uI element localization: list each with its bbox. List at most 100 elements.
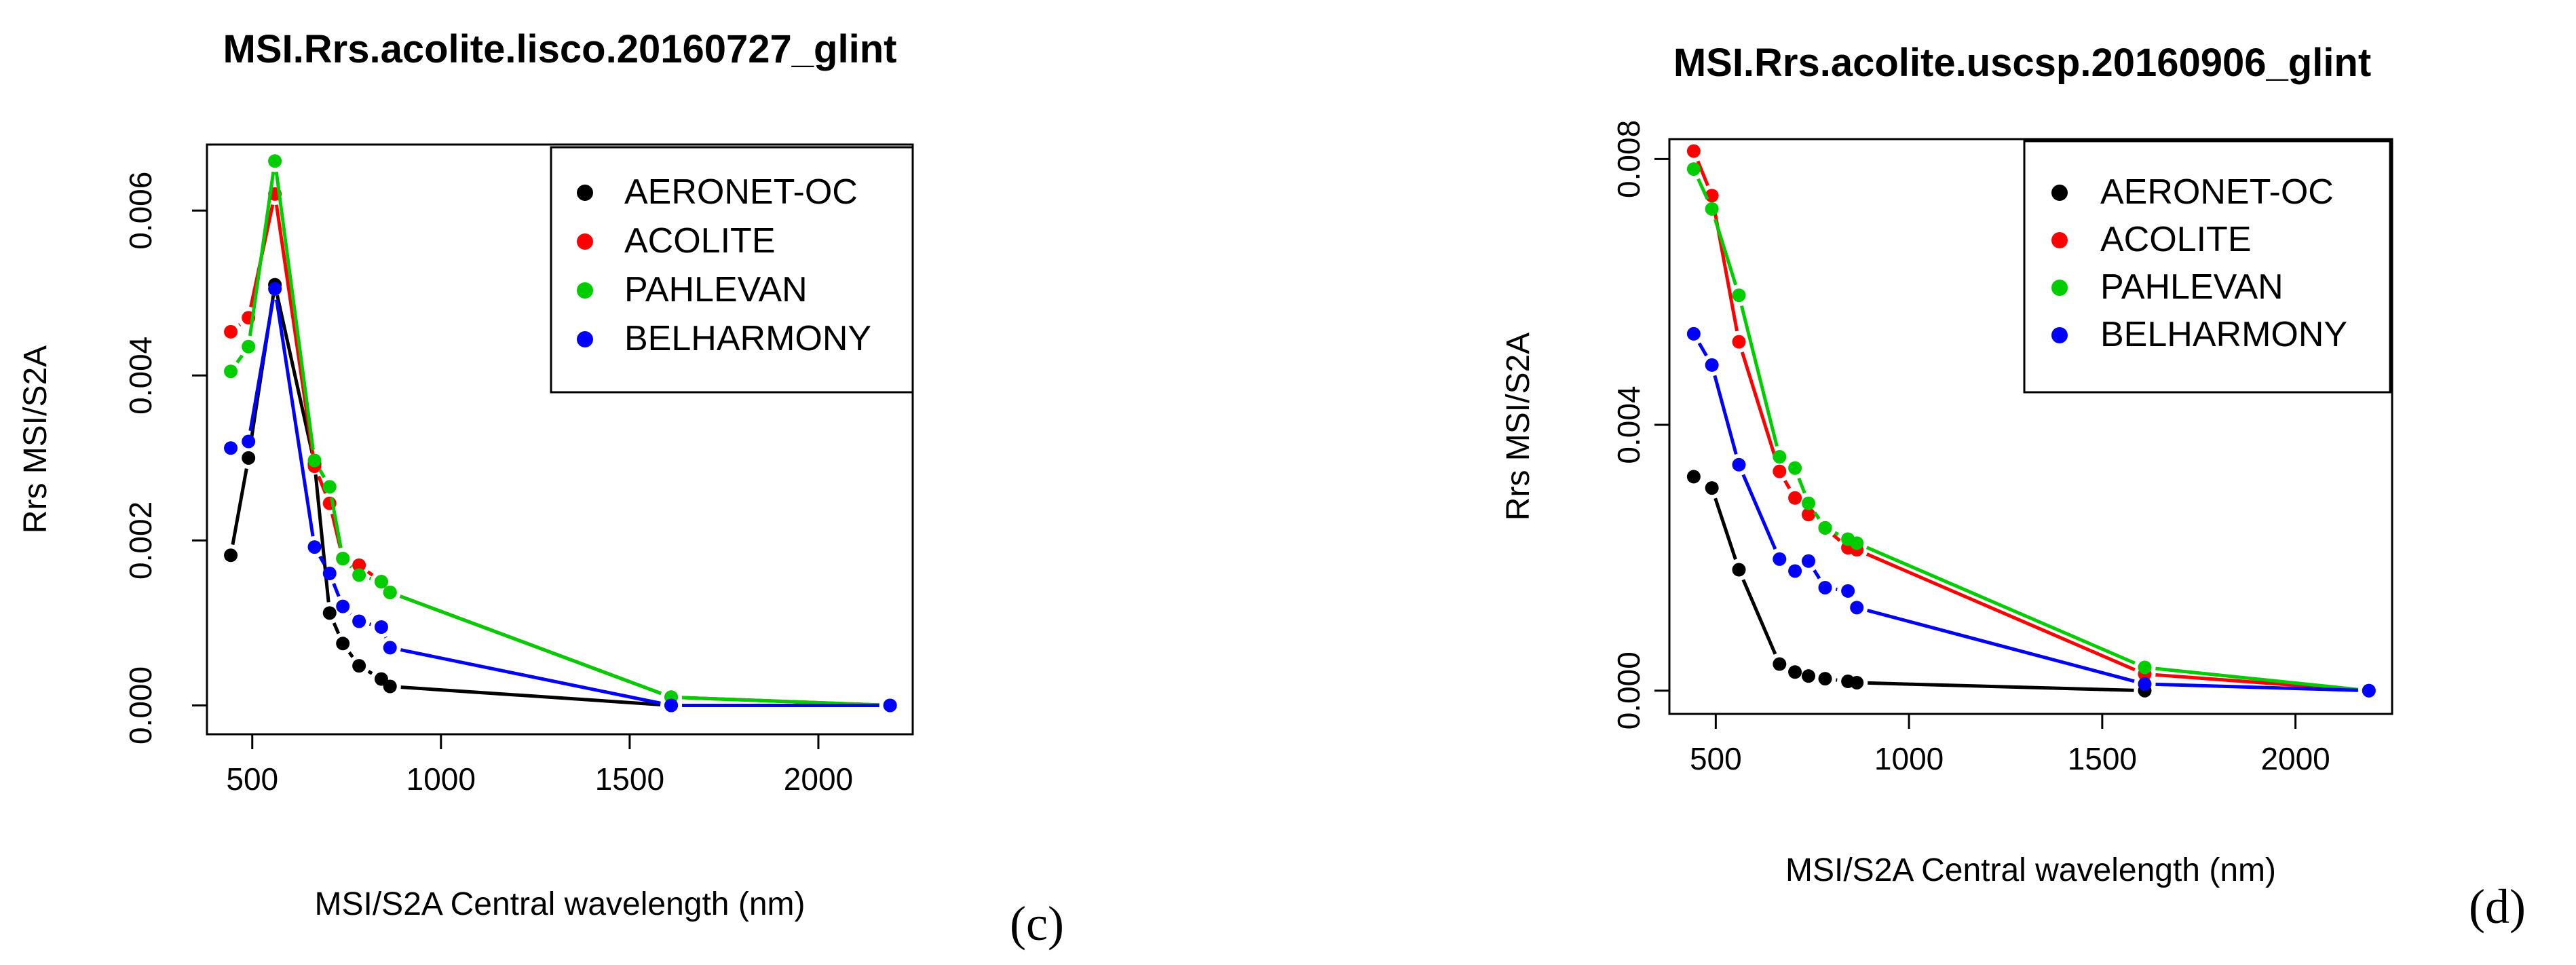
y-tick-label: 0.002	[123, 502, 158, 580]
data-point	[1788, 564, 1802, 578]
data-point	[322, 606, 337, 620]
legend-entry: PAHLEVAN	[624, 270, 808, 309]
legend-entry: BELHARMONY	[2100, 315, 2347, 354]
data-point	[352, 659, 366, 673]
chart-title: MSI.Rrs.acolite.lisco.20160727_glint	[223, 27, 897, 71]
data-point	[2362, 683, 2376, 698]
series-belharmony	[224, 282, 897, 713]
data-point	[242, 451, 256, 465]
legend-marker	[577, 233, 593, 250]
series-line-segment	[1868, 681, 2134, 692]
series-line-segment	[1740, 352, 1778, 462]
y-tick-label: 0.000	[1611, 651, 1646, 730]
series-line-segment	[1832, 533, 1841, 542]
data-point	[1732, 335, 1746, 349]
data-point	[383, 641, 397, 655]
series-line-segment	[399, 594, 662, 696]
series-line-segment	[318, 469, 326, 478]
x-tick-label: 1000	[1874, 741, 1944, 776]
legend-entry: AERONET-OC	[624, 172, 858, 212]
series-line-segment	[1741, 579, 1777, 655]
series-line-segment	[332, 582, 341, 597]
series-line-segment	[367, 670, 373, 675]
y-tick-label: 0.004	[1611, 385, 1646, 463]
series-aeronet-oc	[1686, 470, 2152, 698]
data-point	[383, 679, 397, 694]
plot-frame	[206, 143, 914, 736]
legend-marker	[577, 331, 593, 347]
series-line-segment	[1697, 178, 1709, 200]
data-point	[1788, 665, 1802, 679]
series-line-segment	[1865, 546, 2136, 665]
series-line-segment	[248, 171, 276, 337]
x-tick-label: 500	[1690, 741, 1742, 776]
y-tick-label: 0.000	[123, 666, 158, 744]
y-tick-label: 0.006	[123, 172, 158, 250]
series-line-segment	[1739, 305, 1779, 447]
data-point	[2138, 677, 2152, 691]
plot-frame	[1668, 138, 2393, 715]
data-point	[664, 698, 679, 713]
data-point	[242, 434, 256, 449]
series-line-segment	[330, 497, 343, 548]
chart-title: MSI.Rrs.acolite.uscsp.20160906_glint	[1673, 41, 2371, 85]
series-line-segment	[400, 648, 661, 705]
data-point	[374, 575, 388, 589]
y-tick-label: 0.008	[1611, 120, 1646, 198]
x-tick-label: 1500	[595, 761, 664, 797]
data-point	[1773, 552, 1787, 566]
data-point	[374, 620, 388, 634]
series-line-segment	[1741, 474, 1777, 550]
chart-panel-d: MSI.Rrs.acolite.uscsp.20160906_glint 500 1…	[1500, 41, 2526, 934]
series-line-segment	[1783, 480, 1792, 490]
data-point	[1802, 669, 1816, 683]
data-point	[1732, 288, 1746, 303]
data-point	[1850, 675, 1864, 689]
x-tick-label: 1500	[2068, 741, 2137, 776]
series-line-segment	[1696, 160, 1709, 187]
series-line-segment	[276, 295, 314, 454]
data-point	[1705, 481, 1719, 495]
series-line-segment	[1813, 511, 1821, 520]
data-point	[1705, 358, 1719, 372]
legend-entry: ACOLITE	[2100, 220, 2252, 259]
series-line-segment	[400, 685, 661, 706]
series-line-segment	[1713, 375, 1738, 455]
data-point	[1773, 450, 1787, 464]
series-line-segment	[1697, 342, 1708, 357]
series-line-segment	[332, 622, 341, 635]
data-point	[1818, 580, 1832, 594]
chart-panel-c: MSI.Rrs.acolite.lisco.20160727_glint 500 1…	[18, 27, 1064, 951]
series-line-segment	[1713, 219, 1738, 286]
data-point	[883, 698, 897, 713]
data-point	[1788, 461, 1802, 475]
data-point	[383, 585, 397, 599]
x-tick-label: 500	[226, 761, 278, 797]
data-point	[1802, 554, 1816, 568]
series-line-segment	[1865, 552, 2136, 672]
legend-marker	[2051, 327, 2068, 343]
x-tick-label: 1000	[406, 761, 476, 797]
data-point	[307, 453, 322, 468]
x-tick-label: 2000	[784, 761, 853, 797]
series-line-segment	[347, 651, 354, 658]
legend-box	[550, 146, 914, 394]
data-point	[352, 558, 366, 572]
data-point	[1732, 563, 1746, 577]
x-axis-label: MSI/S2A Central wavelength (nm)	[1785, 852, 2276, 888]
data-point	[224, 364, 238, 379]
legend-entry: BELHARMONY	[624, 319, 871, 358]
data-point	[1686, 470, 1701, 484]
series-line-segment	[274, 171, 315, 450]
data-point	[224, 441, 238, 455]
legend-marker	[2051, 280, 2068, 296]
y-tick-label: 0.004	[123, 337, 158, 415]
y-axis-label: Rrs MSI/S2A	[1500, 333, 1536, 521]
legend-box	[2023, 140, 2391, 394]
data-point	[1802, 508, 1816, 522]
series-line-segment	[248, 299, 275, 432]
data-point	[1686, 144, 1701, 158]
series-line-segment	[1797, 477, 1806, 494]
legend-entry: AERONET-OC	[2100, 172, 2334, 212]
panel-label: (d)	[2469, 879, 2526, 934]
